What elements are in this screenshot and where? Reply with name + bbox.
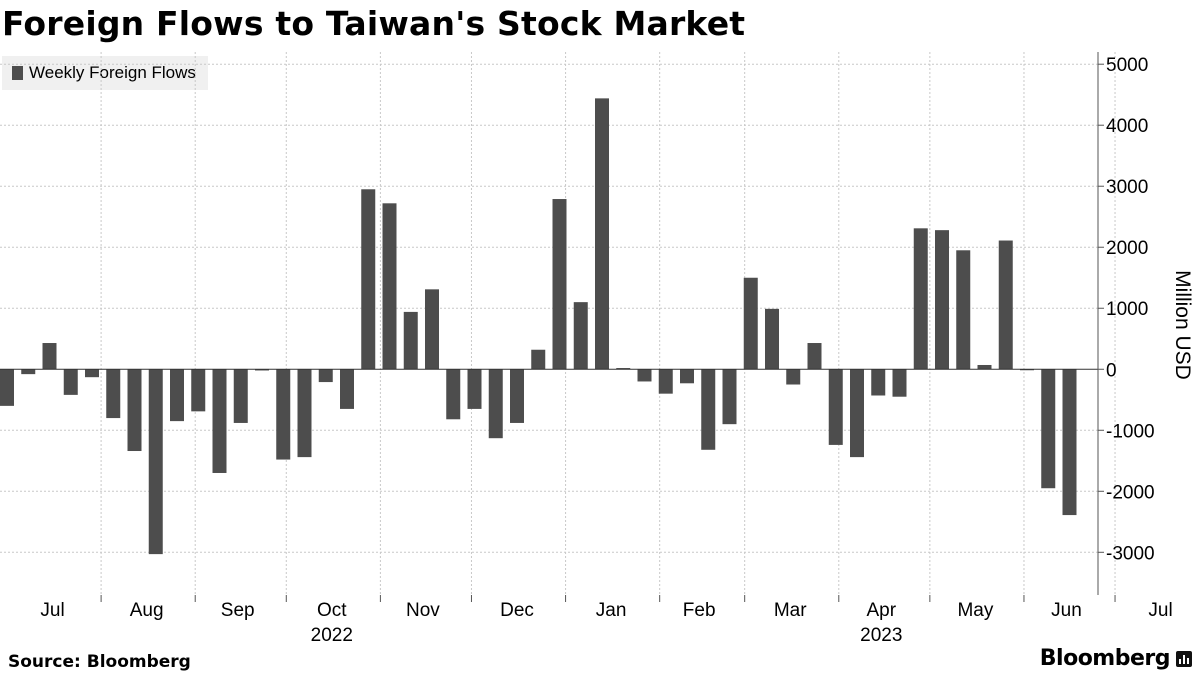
chart-title: Foreign Flows to Taiwan's Stock Market: [2, 4, 746, 43]
x-tick-label: Aug: [130, 600, 164, 621]
bar: [467, 369, 482, 409]
bar: [63, 369, 78, 395]
bar: [276, 369, 291, 460]
bar: [616, 368, 631, 370]
bar: [127, 369, 142, 452]
x-tick-label: Sep: [221, 600, 255, 621]
x-tick-label: Oct: [317, 600, 347, 621]
bar: [850, 369, 864, 458]
y-tick-label: 0: [1106, 360, 1117, 381]
x-tick-label: Jun: [1051, 600, 1082, 621]
legend-swatch-weekly-foreign-flows: [12, 66, 23, 80]
bar: [807, 343, 822, 370]
bar: [892, 369, 907, 397]
y-tick-label: 1000: [1106, 299, 1148, 320]
y-tick-label: 4000: [1106, 116, 1148, 137]
bar: [148, 369, 163, 555]
bar: [510, 369, 524, 423]
bar: [255, 369, 269, 371]
x-tick-label: Jul: [1148, 600, 1172, 621]
x-tick-label: Mar: [774, 600, 807, 621]
brand-name: Bloomberg: [1039, 646, 1171, 671]
bar: [1041, 369, 1056, 489]
bar: [828, 369, 843, 445]
x-tick-label: Feb: [683, 600, 716, 621]
bar: [42, 343, 57, 370]
y-axis-title: Million USD: [1171, 270, 1194, 380]
bar: [425, 289, 439, 370]
bar: [595, 98, 609, 370]
x-tick-label: Nov: [406, 600, 440, 621]
x-tick-label: May: [957, 600, 993, 621]
y-tick-label: -1000: [1106, 421, 1155, 442]
chart-legend: Weekly Foreign Flows: [2, 56, 208, 90]
x-tick-label: Jul: [40, 600, 64, 621]
bar: [361, 189, 376, 370]
y-axis: -3000 -2000 -1000 0 1000 2000 3000 4000 5000: [1097, 52, 1155, 595]
bar: [382, 203, 397, 370]
brand-logo: Bloomberg: [1040, 646, 1192, 671]
source-note: Source: Bloomberg: [8, 652, 191, 672]
bar: [191, 369, 206, 412]
bar: [871, 369, 886, 396]
bar: [658, 369, 673, 394]
gridlines: [0, 52, 1116, 595]
bar: [488, 369, 503, 439]
bar: [403, 311, 418, 370]
bar: [106, 369, 121, 419]
x-year-label: 2022: [311, 625, 353, 646]
bar: [531, 349, 546, 370]
x-tick-label: Apr: [866, 600, 896, 621]
x-year-label: 2023: [860, 625, 902, 646]
bar: [85, 369, 99, 378]
bar: [212, 369, 227, 473]
bar: [998, 240, 1013, 370]
bar: [913, 228, 928, 370]
bar: [765, 308, 779, 370]
bar: [956, 250, 971, 370]
x-tick-label: Dec: [500, 600, 534, 621]
bar: [573, 302, 588, 370]
bar: [21, 369, 36, 375]
bar: [170, 369, 184, 422]
bar: [446, 369, 461, 420]
legend-label-weekly-foreign-flows: Weekly Foreign Flows: [29, 63, 196, 82]
bar: [935, 230, 949, 370]
y-tick-label: -3000: [1106, 543, 1155, 564]
bar: [680, 369, 694, 384]
y-tick-label: -2000: [1106, 482, 1155, 503]
bloomberg-bars-icon: [1176, 650, 1192, 667]
bar: [701, 369, 716, 450]
bar: [0, 369, 14, 406]
y-tick-label: 5000: [1106, 55, 1148, 76]
y-tick-label: 2000: [1106, 238, 1148, 259]
bar: [1062, 369, 1077, 516]
x-tick-label: Jan: [596, 600, 627, 621]
bar: [786, 369, 801, 385]
y-tick-label: 3000: [1106, 177, 1148, 198]
bar: [340, 369, 354, 409]
bar: [722, 369, 737, 425]
bar: [318, 369, 333, 383]
x-axis: Jul Aug Sep Oct Nov Dec Jan Feb Mar Apr May Jun Jul 2…: [40, 595, 1173, 646]
bar: [233, 369, 248, 423]
bar: [552, 199, 567, 370]
bar: [977, 364, 992, 370]
bar: [297, 369, 312, 458]
bar-series: [0, 98, 1077, 555]
bar: [743, 277, 758, 370]
bar: [637, 369, 652, 382]
